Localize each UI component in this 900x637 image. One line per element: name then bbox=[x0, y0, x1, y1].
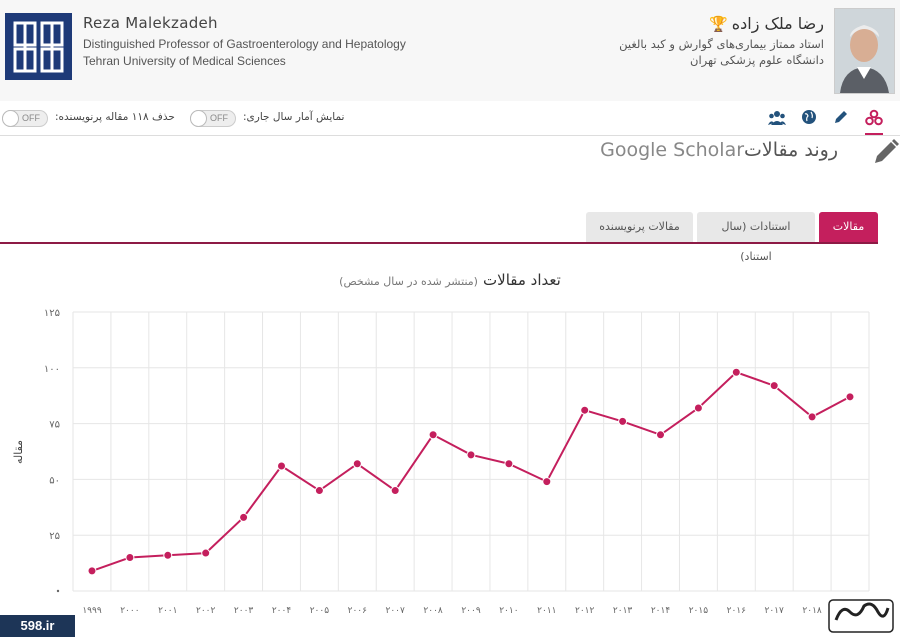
section-title-en: Google Scholar bbox=[600, 139, 745, 161]
profile-header: Reza Malekzadeh Distinguished Professor … bbox=[0, 0, 900, 102]
x-tick-label: ۲۰۱۱ bbox=[537, 606, 556, 616]
data-point bbox=[693, 403, 703, 413]
y-tick-zero-mark bbox=[56, 589, 60, 593]
profile-photo bbox=[834, 8, 895, 94]
data-point bbox=[428, 430, 438, 440]
data-point bbox=[504, 459, 514, 469]
data-point bbox=[769, 381, 779, 391]
section-title: روند مقالاتGoogle Scholar bbox=[600, 139, 838, 161]
tab-articles[interactable]: مقالات bbox=[819, 212, 878, 242]
data-point bbox=[845, 392, 855, 402]
x-tick-label: ۲۰۰۹ bbox=[461, 606, 481, 616]
data-point bbox=[542, 477, 552, 487]
profile-university-fa: دانشگاه علوم پزشکی تهران bbox=[690, 53, 824, 67]
pencil-icon[interactable] bbox=[833, 109, 851, 127]
x-tick-label: ۲۰۰۴ bbox=[272, 606, 292, 616]
series-line bbox=[91, 371, 851, 572]
toolbar: OFF حذف ۱۱۸ مقاله پرنویسنده: OFF نمایش آ… bbox=[0, 101, 900, 136]
x-tick-label: ۲۰۱۲ bbox=[575, 606, 595, 616]
y-tick-label: ۱۲۵ bbox=[44, 308, 60, 319]
site-logo bbox=[828, 598, 894, 634]
data-point bbox=[807, 412, 817, 422]
profile-title-fa: استاد ممتاز بیماری‌های گوارش و کبد بالغی… bbox=[619, 37, 824, 51]
data-point bbox=[352, 459, 362, 469]
data-point bbox=[618, 416, 628, 426]
y-axis-label: مقاله bbox=[12, 440, 25, 464]
chart-subtitle: (منتشر شده در سال مشخص) bbox=[339, 275, 478, 288]
y-tick-label: ۷۵ bbox=[49, 420, 60, 431]
data-point bbox=[277, 461, 286, 471]
data-point bbox=[125, 553, 135, 563]
site-logo-mark bbox=[828, 599, 894, 633]
university-logo bbox=[5, 13, 72, 80]
university-logo-mark bbox=[5, 13, 72, 80]
y-tick-label: ۵۰ bbox=[49, 475, 60, 486]
remove-multi-author-toggle[interactable]: OFF bbox=[2, 110, 48, 127]
section-title-fa: روند مقالات bbox=[744, 139, 838, 161]
profile-university-en: Tehran University of Medical Sciences bbox=[83, 54, 286, 68]
tab-underline bbox=[0, 242, 878, 244]
x-tick-label: ۲۰۰۱ bbox=[158, 606, 177, 616]
chart-title: تعداد مقالات bbox=[483, 271, 561, 289]
english-profile: Reza Malekzadeh Distinguished Professor … bbox=[83, 14, 463, 68]
trophy-icon: 🏆 bbox=[709, 15, 728, 33]
x-tick-label: ۲۰۰۶ bbox=[348, 606, 368, 616]
data-point bbox=[87, 566, 97, 576]
data-point bbox=[731, 367, 741, 377]
x-tick-label: ۲۰۰۲ bbox=[196, 606, 216, 616]
data-point bbox=[656, 430, 665, 440]
profile-title-en: Distinguished Professor of Gastroenterol… bbox=[83, 37, 406, 51]
x-tick-label: ۲۰۰۰ bbox=[120, 606, 139, 616]
data-point bbox=[466, 450, 476, 460]
remove-multi-author-label: حذف ۱۱۸ مقاله پرنویسنده: bbox=[55, 111, 175, 123]
globe-icon[interactable] bbox=[801, 109, 819, 127]
x-tick-label: ۲۰۰۸ bbox=[423, 606, 443, 616]
x-tick-label: ۲۰۱۰ bbox=[499, 606, 518, 616]
data-point bbox=[314, 486, 324, 496]
x-tick-label: ۲۰۰۷ bbox=[386, 606, 406, 616]
profile-name-fa: رضا ملک زاده bbox=[731, 14, 824, 33]
x-tick-label: ۲۰۰۵ bbox=[310, 606, 330, 616]
data-point bbox=[239, 512, 249, 522]
data-point bbox=[163, 550, 173, 560]
profile-name-en: Reza Malekzadeh bbox=[83, 14, 218, 32]
users-icon[interactable] bbox=[768, 109, 786, 127]
x-tick-label: ۲۰۱۵ bbox=[689, 606, 709, 616]
x-tick-label: ۲۰۰۳ bbox=[234, 606, 254, 616]
x-tick-label: ۲۰۱۷ bbox=[765, 606, 785, 616]
tab-bar: مقالات استنادات (سال استناد) مقالات پرنو… bbox=[0, 212, 900, 263]
data-point bbox=[390, 486, 400, 496]
current-year-label: نمایش آمار سال جاری: bbox=[243, 111, 345, 123]
y-tick-label: ۱۰۰ bbox=[44, 364, 60, 375]
site-watermark: 598.ir bbox=[0, 615, 75, 637]
x-tick-label: ۲۰۱۳ bbox=[613, 606, 633, 616]
tab-citations[interactable]: استنادات (سال استناد) bbox=[697, 212, 815, 263]
profile-photo-image bbox=[835, 9, 894, 93]
y-tick-label: ۲۵ bbox=[49, 531, 60, 542]
chart-title-block: تعداد مقالات (منتشر شده در سال مشخص) bbox=[0, 270, 900, 289]
persian-profile: رضا ملک زاده🏆 استاد ممتاز بیماری‌های گوا… bbox=[464, 14, 824, 67]
x-tick-label: ۲۰۱۶ bbox=[727, 606, 747, 616]
tab-multi-author[interactable]: مقالات پرنویسنده bbox=[586, 212, 693, 242]
x-tick-label: ۱۹۹۹ bbox=[82, 606, 102, 616]
x-tick-label: ۲۰۱۸ bbox=[802, 606, 822, 616]
data-point bbox=[580, 405, 590, 415]
network-icon[interactable] bbox=[865, 109, 883, 135]
x-tick-label: ۲۰۱۴ bbox=[651, 606, 671, 616]
data-point bbox=[201, 548, 211, 558]
current-year-toggle[interactable]: OFF bbox=[190, 110, 236, 127]
